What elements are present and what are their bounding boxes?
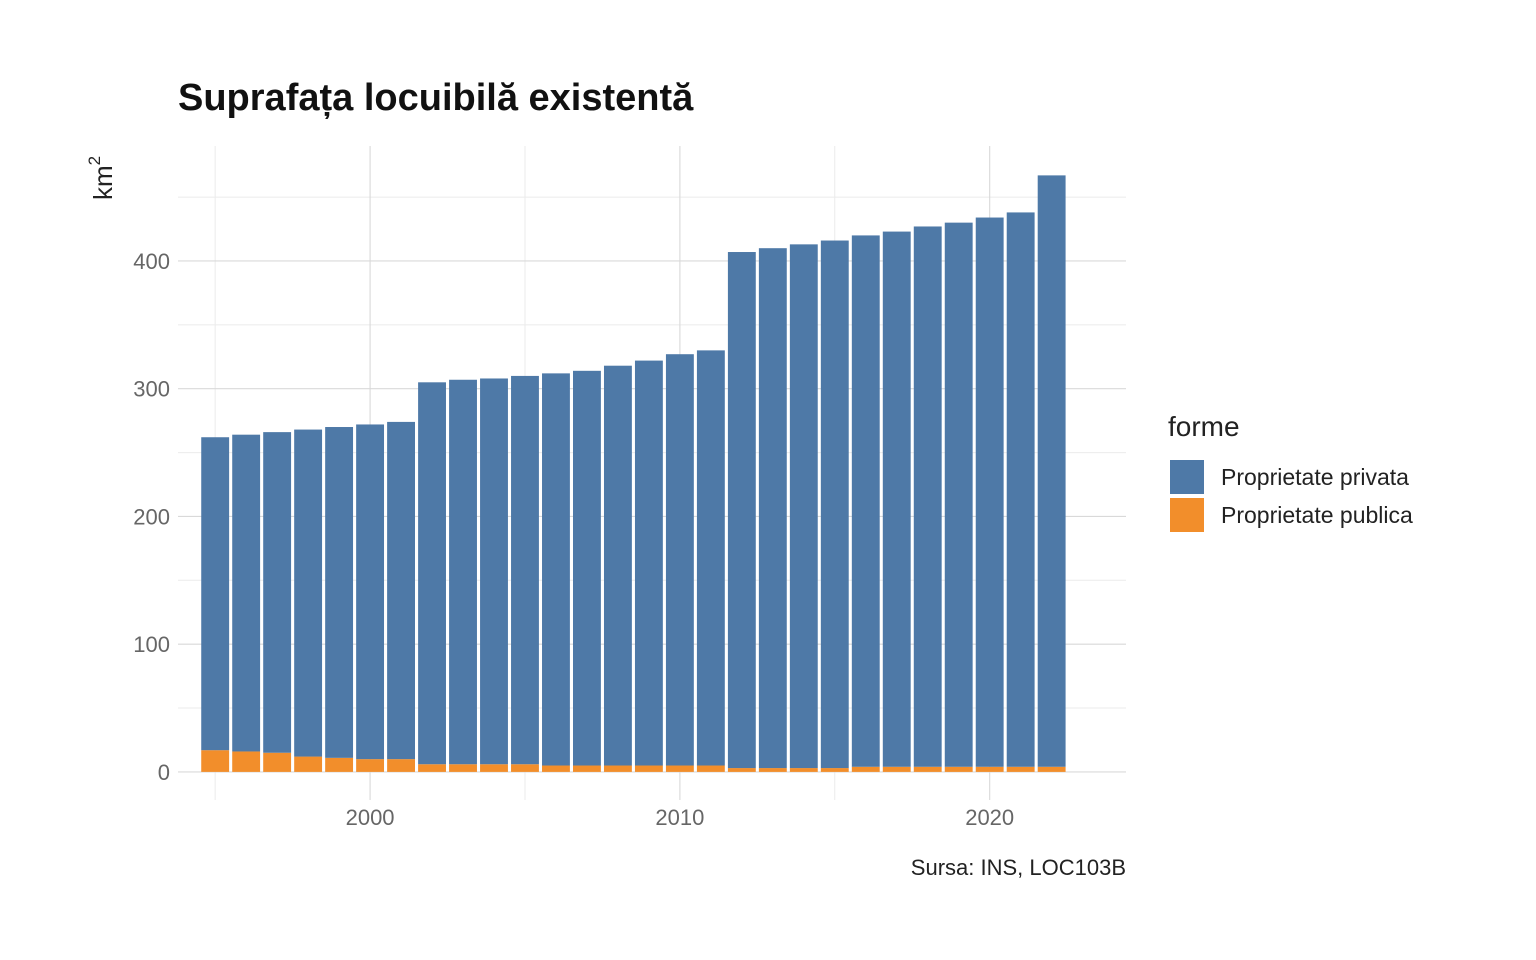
- bar-publica-2001: [387, 759, 415, 772]
- bar-privata-2001: [387, 421, 415, 760]
- bar-publica-2009: [634, 765, 663, 772]
- bar-privata-2008: [603, 365, 632, 766]
- chart-title: Suprafața locuibilă existentă: [178, 77, 694, 119]
- bar-publica-2002: [418, 764, 446, 772]
- bar-publica-2011: [696, 765, 725, 772]
- bar-publica-2003: [449, 764, 477, 772]
- bar-publica-1995: [201, 750, 230, 772]
- bar-privata-2015: [820, 240, 849, 769]
- x-tick-label: 2020: [965, 805, 1014, 830]
- bar-privata-2012: [727, 252, 756, 769]
- bar-privata-2010: [665, 354, 694, 766]
- bar-privata-2014: [789, 244, 818, 769]
- y-axis-title-unit: km: [88, 165, 118, 200]
- bar-privata-1997: [263, 432, 292, 753]
- y-tick-label: 100: [133, 632, 170, 657]
- bar-publica-2004: [480, 764, 508, 772]
- bar-publica-1996: [232, 751, 261, 772]
- bar-privata-2019: [944, 222, 973, 767]
- bar-privata-2007: [573, 370, 601, 766]
- bar-privata-2013: [758, 248, 787, 769]
- legend-label: Proprietate privata: [1221, 464, 1409, 490]
- bar-privata-2003: [449, 379, 477, 765]
- bar-privata-2021: [1006, 212, 1035, 767]
- bar-publica-2016: [851, 766, 880, 772]
- y-tick-label: 0: [158, 760, 170, 785]
- bar-privata-2004: [480, 378, 508, 765]
- legend-label: Proprietate publica: [1221, 502, 1413, 528]
- bar-publica-2008: [603, 765, 632, 772]
- x-axis-ticks: 2000 2010 2020: [346, 805, 1015, 830]
- bar-privata-2009: [634, 360, 663, 766]
- bar-publica-2013: [758, 768, 787, 772]
- legend-title: forme: [1168, 411, 1240, 442]
- bar-publica-2006: [542, 765, 570, 772]
- bar-publica-2010: [665, 765, 694, 772]
- bar-publica-2005: [511, 764, 539, 772]
- bar-privata-2000: [356, 424, 385, 760]
- bar-publica-2019: [944, 766, 973, 772]
- bar-privata-2005: [511, 375, 539, 765]
- bar-privata-1999: [325, 427, 354, 758]
- bar-publica-2000: [356, 759, 385, 772]
- bar-publica-1999: [325, 757, 354, 772]
- y-tick-label: 400: [133, 249, 170, 274]
- bar-publica-1997: [263, 752, 292, 772]
- bar-publica-2021: [1006, 766, 1035, 772]
- bar-privata-2002: [418, 382, 446, 765]
- x-tick-label: 2010: [655, 805, 704, 830]
- x-tick-label: 2000: [346, 805, 395, 830]
- chart-caption: Sursa: INS, LOC103B: [911, 855, 1126, 880]
- bar-privata-1996: [232, 434, 261, 752]
- bar-privata-2017: [882, 231, 911, 767]
- bar-publica-2017: [882, 766, 911, 772]
- bar-privata-2006: [542, 373, 570, 766]
- bar-publica-2014: [789, 768, 818, 772]
- legend: forme Proprietate privata Proprietate pub…: [1168, 411, 1413, 532]
- y-axis-title-superscript: 2: [85, 156, 104, 165]
- bar-privata-2018: [913, 226, 942, 767]
- bar-publica-2022: [1037, 766, 1066, 772]
- y-axis-title: km2: [85, 156, 118, 200]
- bar-privata-2016: [851, 235, 880, 767]
- legend-swatch: [1170, 460, 1204, 494]
- legend-swatch: [1170, 498, 1204, 532]
- bar-privata-2011: [696, 350, 725, 766]
- y-axis-ticks: 0 100 200 300 400: [133, 249, 170, 785]
- bar-privata-2020: [975, 217, 1004, 767]
- bar-publica-2018: [913, 766, 942, 772]
- bar-publica-2015: [820, 768, 849, 772]
- bar-privata-1995: [201, 437, 230, 751]
- bar-publica-1998: [294, 756, 323, 772]
- bar-publica-2012: [727, 768, 756, 772]
- y-tick-label: 300: [133, 377, 170, 402]
- bar-publica-2007: [573, 765, 601, 772]
- bar-publica-2020: [975, 766, 1004, 772]
- bars: [201, 175, 1066, 772]
- bar-privata-1998: [294, 429, 323, 757]
- bar-privata-2022: [1037, 175, 1066, 767]
- svg-text:km2: km2: [85, 156, 118, 200]
- y-tick-label: 200: [133, 504, 170, 529]
